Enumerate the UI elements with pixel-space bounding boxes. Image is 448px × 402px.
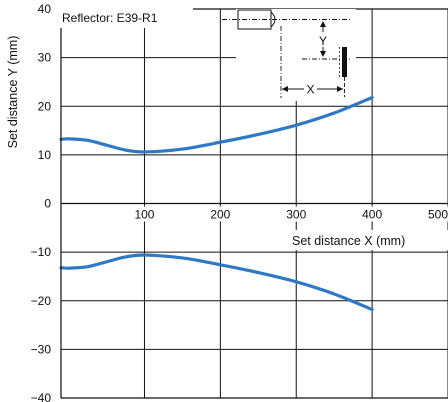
x-tick-label: 500 bbox=[428, 208, 448, 222]
y-tick-label: 20 bbox=[38, 99, 52, 113]
x-tick-label-bg bbox=[207, 206, 234, 222]
x-tick-label-bg bbox=[422, 206, 448, 222]
x-tick-label: 400 bbox=[362, 208, 382, 222]
y-arrow-top-icon bbox=[320, 21, 326, 27]
x-tick-label-bg bbox=[359, 206, 386, 222]
x-tick-label-bg bbox=[131, 206, 158, 222]
setup-diagram: Y X bbox=[222, 9, 356, 101]
y-arrow-bottom-icon bbox=[320, 51, 326, 57]
y-label-bg bbox=[317, 32, 329, 47]
x-axis-title: Set distance X (mm) bbox=[292, 234, 405, 248]
x-label-bg bbox=[304, 82, 317, 96]
inset-x-label: X bbox=[306, 83, 314, 97]
series-line bbox=[59, 95, 374, 154]
title-box bbox=[58, 8, 193, 28]
y-tick-label: 10 bbox=[38, 148, 52, 162]
y-tick-label: 30 bbox=[38, 51, 52, 65]
x-axis-title-box bbox=[290, 230, 448, 250]
y-tick-label: −10 bbox=[31, 245, 52, 259]
x-tick-label: 100 bbox=[134, 208, 154, 222]
y-axis-title: Set distance Y (mm) bbox=[6, 36, 20, 149]
x-tick-label: 300 bbox=[286, 208, 306, 222]
series-group bbox=[59, 95, 374, 312]
chart-title: Reflector: E39-R1 bbox=[62, 11, 158, 25]
x-tick-label-bg bbox=[283, 206, 310, 222]
x-arrow-left-icon bbox=[282, 86, 288, 92]
x-arrow-right-icon bbox=[337, 86, 343, 92]
y-tick-label: −30 bbox=[31, 342, 52, 356]
y-tick-label: 40 bbox=[38, 2, 52, 16]
y-tick-label: −40 bbox=[31, 391, 52, 402]
x-tick-label: 200 bbox=[210, 208, 230, 222]
series-line bbox=[59, 253, 374, 312]
inset-y-label: Y bbox=[319, 34, 327, 48]
y-tick-label: −20 bbox=[31, 294, 52, 308]
reflector-icon bbox=[342, 47, 347, 77]
y-tick-label: 0 bbox=[44, 197, 51, 211]
